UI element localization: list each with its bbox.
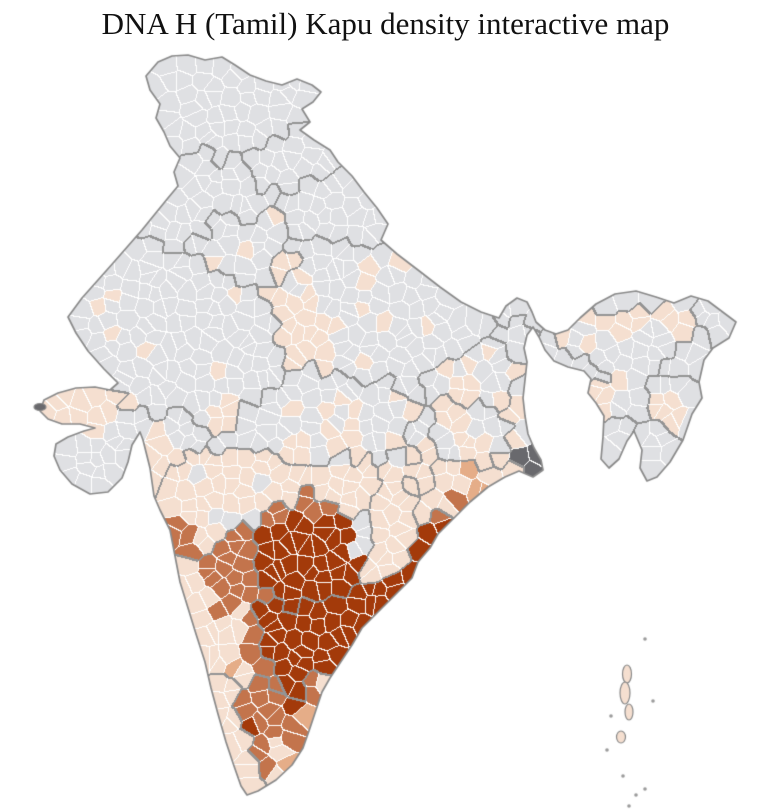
- page-title: DNA H (Tamil) Kapu density interactive m…: [101, 6, 670, 41]
